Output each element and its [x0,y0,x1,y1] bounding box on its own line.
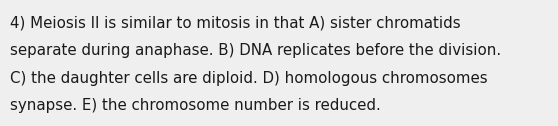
Text: synapse. E) the chromosome number is reduced.: synapse. E) the chromosome number is red… [10,98,381,113]
Text: separate during anaphase. B) DNA replicates before the division.: separate during anaphase. B) DNA replica… [10,43,501,58]
Text: C) the daughter cells are diploid. D) homologous chromosomes: C) the daughter cells are diploid. D) ho… [10,71,488,86]
Text: 4) Meiosis II is similar to mitosis in that A) sister chromatids: 4) Meiosis II is similar to mitosis in t… [10,15,461,30]
